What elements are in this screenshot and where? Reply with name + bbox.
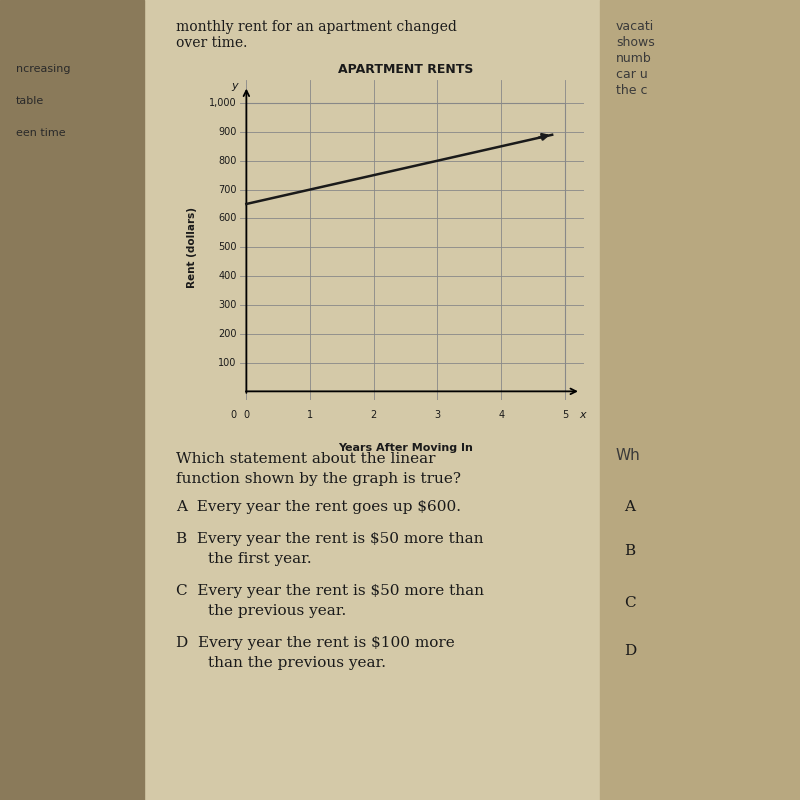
- Text: 500: 500: [218, 242, 237, 252]
- Text: APARTMENT RENTS: APARTMENT RENTS: [338, 62, 474, 76]
- Text: B: B: [624, 544, 635, 558]
- Text: 800: 800: [218, 156, 237, 166]
- Text: A: A: [624, 500, 635, 514]
- Text: 1,000: 1,000: [209, 98, 237, 108]
- Text: numb: numb: [616, 52, 652, 65]
- Text: C: C: [624, 596, 636, 610]
- Text: monthly rent for an apartment changed: monthly rent for an apartment changed: [176, 20, 457, 34]
- Text: 400: 400: [218, 271, 237, 281]
- Bar: [0, 0, 144, 800]
- Text: 0: 0: [243, 410, 250, 420]
- Text: y: y: [231, 81, 238, 90]
- Text: vacati: vacati: [616, 20, 654, 33]
- Text: 900: 900: [218, 127, 237, 137]
- Text: Years After Moving In: Years After Moving In: [338, 443, 473, 454]
- Text: 0: 0: [230, 410, 237, 420]
- Text: 2: 2: [370, 410, 377, 420]
- Text: over time.: over time.: [176, 36, 247, 50]
- Text: C  Every year the rent is $50 more than: C Every year the rent is $50 more than: [176, 584, 484, 598]
- Text: the c: the c: [616, 84, 647, 97]
- Text: D: D: [624, 644, 636, 658]
- Text: Which statement about the linear: Which statement about the linear: [176, 452, 435, 466]
- Text: function shown by the graph is true?: function shown by the graph is true?: [176, 472, 461, 486]
- Text: D  Every year the rent is $100 more: D Every year the rent is $100 more: [176, 636, 454, 650]
- Text: the first year.: the first year.: [208, 552, 312, 566]
- Text: Rent (dollars): Rent (dollars): [187, 206, 198, 288]
- Text: 600: 600: [218, 214, 237, 223]
- Text: 4: 4: [498, 410, 504, 420]
- Text: the previous year.: the previous year.: [208, 604, 346, 618]
- Text: shows: shows: [616, 36, 654, 49]
- Text: A  Every year the rent goes up $600.: A Every year the rent goes up $600.: [176, 500, 461, 514]
- Text: Wh: Wh: [616, 448, 641, 463]
- Text: 3: 3: [434, 410, 441, 420]
- Text: than the previous year.: than the previous year.: [208, 656, 386, 670]
- Text: ncreasing: ncreasing: [16, 64, 70, 74]
- Text: 700: 700: [218, 185, 237, 194]
- Text: table: table: [16, 96, 44, 106]
- Text: car u: car u: [616, 68, 648, 81]
- Text: 100: 100: [218, 358, 237, 367]
- Text: B  Every year the rent is $50 more than: B Every year the rent is $50 more than: [176, 532, 483, 546]
- Text: 200: 200: [218, 329, 237, 338]
- Text: 5: 5: [562, 410, 568, 420]
- Text: 300: 300: [218, 300, 237, 310]
- Bar: [600, 0, 800, 800]
- Text: 1: 1: [307, 410, 313, 420]
- Text: een time: een time: [16, 128, 66, 138]
- Text: x: x: [579, 410, 586, 420]
